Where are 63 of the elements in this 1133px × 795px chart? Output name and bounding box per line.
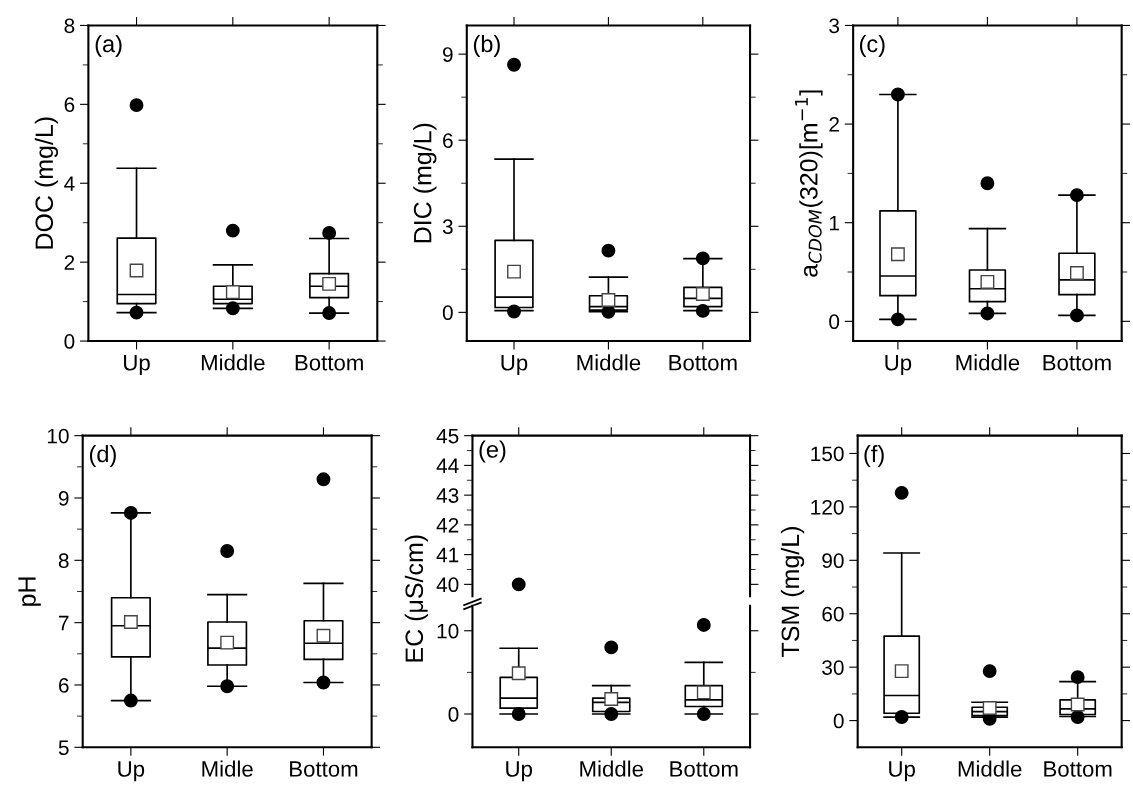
y-tick-label: 42 <box>436 517 459 533</box>
y-tick-label: 8 <box>58 553 69 569</box>
y-tick-label: 3 <box>442 219 453 235</box>
y-tick-label: 44 <box>436 458 459 473</box>
y-tick-label: 40 <box>436 577 459 593</box>
x-tick-label: Up <box>124 355 150 375</box>
x-tick-label: Bottom <box>1043 355 1111 371</box>
x-tick-label: Up <box>506 761 532 782</box>
y-axis-title: pH <box>18 577 41 606</box>
x-tick-label: Middle <box>580 760 643 777</box>
x-tick-label: Midle <box>202 760 253 777</box>
y-tick-label: 3 <box>829 18 840 34</box>
annotation: (e) <box>479 440 506 463</box>
annotation: (f) <box>864 445 884 468</box>
x-tick-label: Middle <box>201 354 265 371</box>
y-tick-label: 0 <box>829 314 840 330</box>
y-tick-label: 41 <box>436 547 459 563</box>
annotation: (d) <box>89 445 116 468</box>
y-axis-title: a$_{CDOM}$(320)[m$^{−1}$] <box>795 90 823 277</box>
x-tick-label: Bottom <box>1044 761 1112 777</box>
y-tick-label: 1 <box>829 215 839 231</box>
y-tick-label: 150 <box>811 446 844 462</box>
x-tick-label: Middle <box>958 760 1022 777</box>
annotation: (a) <box>95 34 122 57</box>
y-tick-label: 30 <box>822 660 844 675</box>
y-tick-label: 2 <box>64 255 75 270</box>
y-tick-label: 0 <box>442 305 453 321</box>
y-tick-label: 9 <box>442 47 453 62</box>
x-tick-label: Up <box>889 761 915 782</box>
y-axis-title: EC (μS/cm) <box>404 535 429 662</box>
x-tick-label: Up <box>118 761 145 782</box>
x-tick-label: Middle <box>956 354 1020 371</box>
x-tick-label: Bottom <box>290 761 358 777</box>
y-tick-label: 9 <box>58 490 69 506</box>
annotation: (b) <box>473 34 500 57</box>
x-tick-label: Up <box>501 355 528 375</box>
x-tick-label: Middle <box>577 354 641 371</box>
y-axis-title: DOC (mg/L) <box>34 117 59 249</box>
y-axis-title: DIC (mg/L) <box>413 123 437 243</box>
y-tick-label: 6 <box>64 97 75 113</box>
y-tick-label: 60 <box>822 606 844 622</box>
y-tick-label: 6 <box>443 133 453 148</box>
y-axis-title: TSM (mg/L) <box>780 527 805 657</box>
y-tick-label: 0 <box>833 713 844 729</box>
y-tick-label: 90 <box>822 553 844 569</box>
y-tick-label: 4 <box>64 176 75 191</box>
y-tick-label: 45 <box>436 428 459 444</box>
x-tick-label: Up <box>885 355 912 375</box>
y-tick-label: 7 <box>59 615 69 631</box>
y-tick-label: 0 <box>448 707 459 722</box>
x-tick-label: Bottom <box>295 355 363 371</box>
y-tick-label: 2 <box>829 117 839 132</box>
y-tick-label: 8 <box>64 18 75 34</box>
annotation: (c) <box>859 34 885 57</box>
y-tick-label: 10 <box>47 428 69 444</box>
y-tick-label: 120 <box>811 499 844 515</box>
x-tick-label: Bottom <box>670 761 738 777</box>
y-tick-label: 43 <box>436 488 459 503</box>
y-tick-label: 0 <box>64 334 75 349</box>
y-tick-label: 6 <box>58 677 69 693</box>
y-tick-label: 5 <box>58 740 69 756</box>
y-tick-label: 10 <box>437 623 459 639</box>
x-tick-label: Bottom <box>669 355 737 371</box>
